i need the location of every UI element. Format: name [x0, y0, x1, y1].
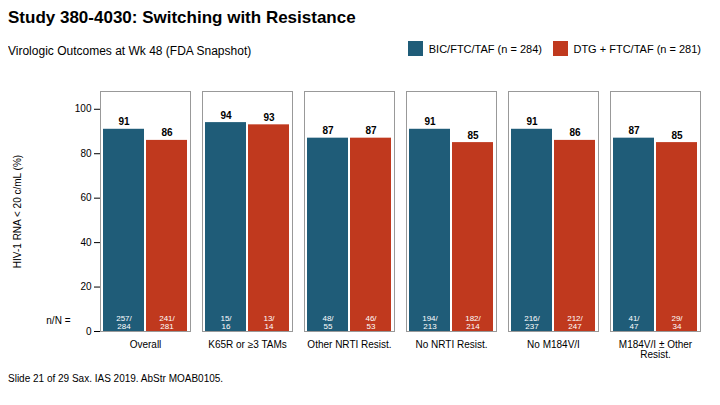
html-text:Virologic Outcomes at Wk 48 (F: Virologic Outcomes at Wk 48 (FDA Snapsho…	[8, 44, 252, 59]
svg-text:212/247: 212/247	[567, 313, 583, 330]
svg-text:No M184V/I: No M184V/I	[527, 338, 580, 349]
svg-text:Other NRTI Resist.: Other NRTI Resist.	[307, 338, 391, 349]
html-text:Study 380-4030: Switching with: Study 380-4030: Switching with Resistanc…	[8, 8, 356, 27]
svg-text:29/34: 29/34	[671, 313, 683, 330]
svg-text:87: 87	[365, 125, 377, 136]
svg-text:94: 94	[220, 109, 232, 120]
svg-text:85: 85	[467, 129, 479, 140]
svg-text:13/14: 13/14	[263, 313, 275, 330]
svg-text:91: 91	[526, 116, 538, 127]
html-text:DTG + FTC/TAF (n = 281): DTG + FTC/TAF (n = 281)	[573, 42, 701, 55]
svg-text:257/284: 257/284	[116, 313, 132, 330]
html-text:BIC/FTC/TAF (n = 284): BIC/FTC/TAF (n = 284)	[428, 42, 542, 55]
svg-text:48/55: 48/55	[322, 313, 334, 330]
svg-text:86: 86	[569, 127, 581, 138]
svg-text:15/16: 15/16	[220, 313, 232, 330]
svg-text:86: 86	[161, 127, 173, 138]
svg-text:n/N =: n/N =	[46, 314, 70, 325]
svg-text:0: 0	[86, 325, 92, 336]
svg-text:K65R or ≥3 TAMs: K65R or ≥3 TAMs	[208, 338, 286, 349]
svg-text:91: 91	[424, 116, 436, 127]
svg-text:80: 80	[80, 147, 92, 158]
svg-text:60: 60	[80, 192, 92, 203]
svg-text:87: 87	[628, 125, 640, 136]
svg-text:100: 100	[75, 103, 92, 114]
svg-text:241/281: 241/281	[159, 313, 175, 330]
svg-text:194/213: 194/213	[422, 313, 438, 330]
svg-text:216/237: 216/237	[524, 313, 540, 330]
svg-text:Overall: Overall	[130, 338, 162, 349]
svg-text:87: 87	[322, 125, 334, 136]
svg-text:93: 93	[263, 111, 275, 122]
svg-text:46/53: 46/53	[365, 313, 377, 330]
svg-text:85: 85	[671, 129, 683, 140]
html-text:Slide 21 of 29 Sax. IAS 2019.: Slide 21 of 29 Sax. IAS 2019. AbStr MOAB…	[8, 372, 224, 384]
svg-text:20: 20	[80, 281, 92, 292]
svg-text:HIV-1 RNA < 20 c/mL (%): HIV-1 RNA < 20 c/mL (%)	[12, 154, 23, 267]
svg-text:M184V/I ± OtherResist.: M184V/I ± OtherResist.	[619, 338, 693, 359]
svg-text:182/214: 182/214	[465, 313, 481, 330]
svg-text:91: 91	[118, 116, 130, 127]
svg-text:41/47: 41/47	[628, 313, 640, 330]
svg-text:No NRTI Resist.: No NRTI Resist.	[415, 338, 487, 349]
svg-text:40: 40	[80, 236, 92, 247]
